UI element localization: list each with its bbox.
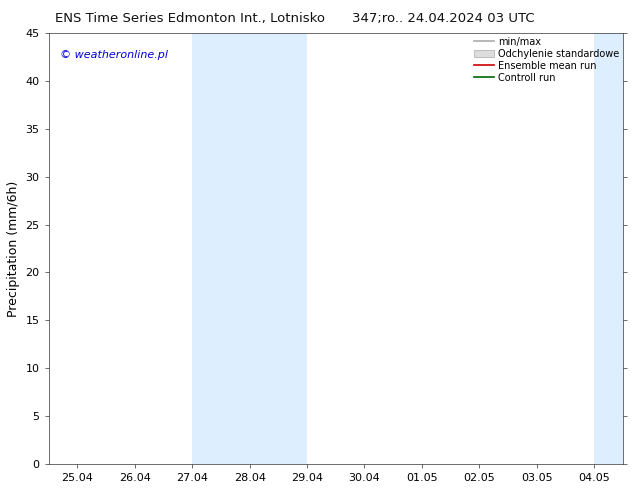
Text: ENS Time Series Edmonton Int., Lotnisko: ENS Time Series Edmonton Int., Lotnisko <box>55 12 325 25</box>
Legend: min/max, Odchylenie standardowe, Ensemble mean run, Controll run: min/max, Odchylenie standardowe, Ensembl… <box>472 35 621 85</box>
Text: © weatheronline.pl: © weatheronline.pl <box>60 50 168 60</box>
Y-axis label: Precipitation (mm/6h): Precipitation (mm/6h) <box>7 180 20 317</box>
Text: 347;ro.. 24.04.2024 03 UTC: 347;ro.. 24.04.2024 03 UTC <box>353 12 535 25</box>
Bar <box>192 33 307 464</box>
Bar <box>594 33 634 464</box>
